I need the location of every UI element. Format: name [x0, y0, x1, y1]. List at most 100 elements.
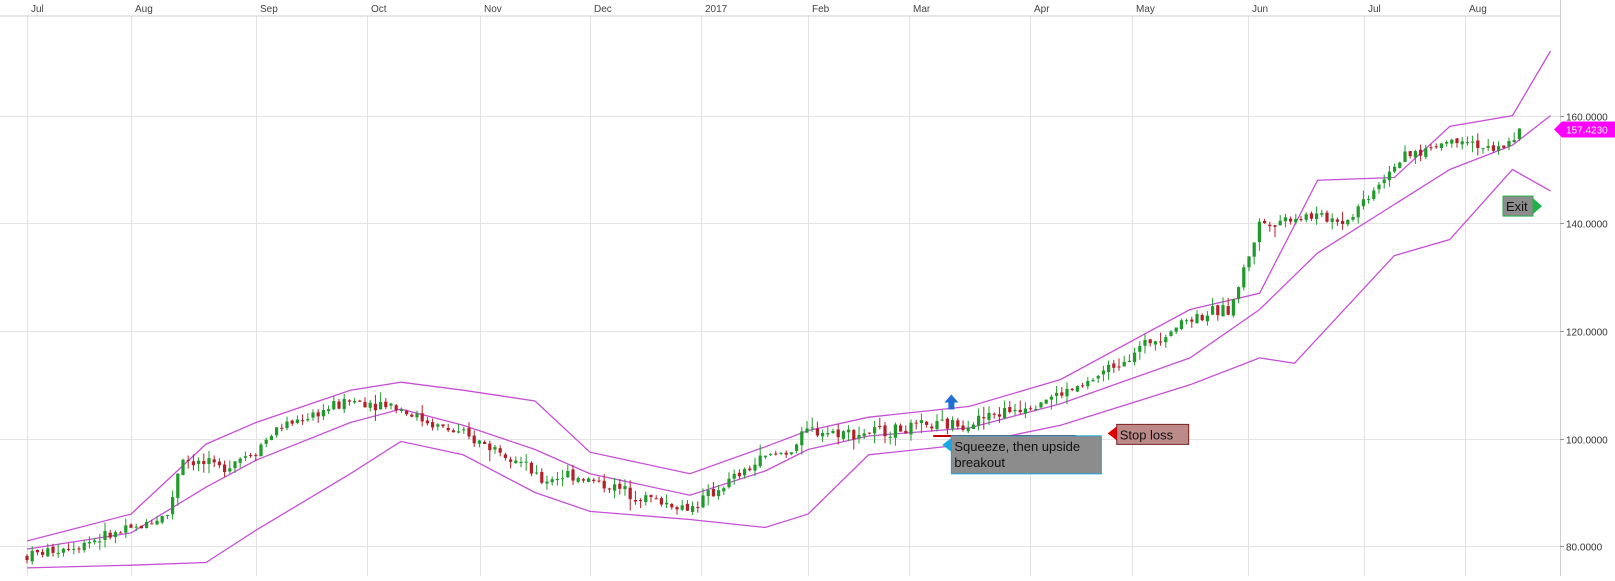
candle-body [696, 507, 700, 509]
candle-body [1387, 171, 1391, 181]
candle-body [394, 405, 398, 411]
candle-body [831, 431, 835, 434]
candle-body [1226, 306, 1230, 315]
candle-body [997, 414, 1001, 417]
candle-body [1096, 375, 1100, 379]
candle-body [633, 500, 637, 502]
candle-body [431, 422, 435, 428]
candle-body [160, 516, 164, 523]
candle-body [815, 428, 819, 436]
candle-body [347, 400, 351, 402]
candle-body [1231, 299, 1235, 316]
candle-body [1148, 339, 1152, 344]
candle-body [119, 532, 123, 534]
candle-body [477, 440, 481, 444]
candle-body [1413, 151, 1417, 158]
candle-body [410, 414, 414, 417]
candle-body [795, 444, 799, 451]
candle-body [774, 453, 778, 455]
candle-body [1065, 388, 1069, 397]
candle-body [202, 461, 206, 465]
candle-body [977, 415, 981, 426]
candle-body [223, 464, 227, 472]
candle-body [1283, 217, 1287, 222]
candle-body [103, 531, 107, 540]
candle-body [987, 412, 991, 420]
candle-body [145, 521, 149, 528]
candle-body [956, 420, 960, 427]
candle-body [540, 472, 544, 483]
candle-body [1346, 220, 1350, 225]
exit-callout-text: Exit [1506, 199, 1528, 214]
candle-body [1257, 221, 1261, 243]
candle-body [155, 520, 159, 525]
candle-body [836, 429, 840, 438]
candle-body [1517, 128, 1521, 140]
candle-body [321, 410, 325, 417]
candle-body [1127, 360, 1131, 362]
exit-callout: Exit [1502, 195, 1542, 217]
candle-body [1315, 213, 1319, 220]
candle-body [1003, 408, 1007, 418]
candle-body [467, 428, 471, 437]
candle-body [821, 432, 825, 437]
candle-body [384, 401, 388, 408]
candle-body [373, 403, 377, 411]
candle-body [566, 471, 570, 478]
x-axis-strip [0, 0, 1560, 16]
candle-body [134, 526, 138, 528]
candle-body [1450, 139, 1454, 144]
y-tick-label: 120.0000 [1566, 328, 1608, 339]
candle-body [446, 427, 450, 431]
candle-body [514, 460, 518, 463]
candle-body [1023, 408, 1027, 414]
candle-body [295, 419, 299, 423]
candle-body [72, 548, 76, 550]
candle-body [368, 402, 372, 408]
candle-body [498, 448, 502, 453]
candle-body [441, 424, 445, 427]
candle-body [82, 542, 86, 551]
squeeze-callout-box [950, 435, 1102, 475]
candle-body [46, 548, 50, 557]
candle-body [1153, 341, 1157, 345]
candle-body [379, 402, 383, 410]
x-tick-label: Dec [594, 4, 612, 15]
candle-body [150, 523, 154, 525]
candle-body [1216, 305, 1220, 316]
candle-body [181, 459, 185, 476]
candle-body [618, 483, 622, 489]
candle-body [1481, 148, 1485, 150]
stop-callout-text: Stop loss [1120, 427, 1174, 442]
candle-body [1273, 225, 1277, 227]
candle-body [1200, 315, 1204, 321]
candle-body [301, 420, 305, 422]
candle-body [98, 541, 102, 543]
candle-body [670, 504, 674, 508]
candle-body [1377, 184, 1381, 190]
candle-body [171, 497, 175, 515]
candle-body [436, 424, 440, 427]
candle-body [561, 478, 565, 480]
candle-body [186, 460, 190, 461]
candle-body [228, 468, 232, 472]
candle-body [1070, 388, 1074, 391]
candle-body [280, 427, 284, 429]
candle-body [30, 550, 34, 562]
candle-body [197, 460, 201, 464]
y-tick-label: 140.0000 [1566, 220, 1608, 231]
candle-body [1455, 138, 1459, 144]
candle-body [665, 502, 669, 505]
candle-body [613, 484, 617, 491]
candle-body [722, 488, 726, 492]
candle-body [509, 459, 513, 462]
candle-body [332, 401, 336, 410]
candle-body [327, 409, 331, 412]
candle-body [930, 426, 934, 429]
candle-body [405, 410, 409, 415]
candle-body [587, 478, 591, 482]
candle-body [124, 525, 128, 533]
candle-body [1247, 256, 1251, 268]
candle-body [1497, 146, 1501, 151]
